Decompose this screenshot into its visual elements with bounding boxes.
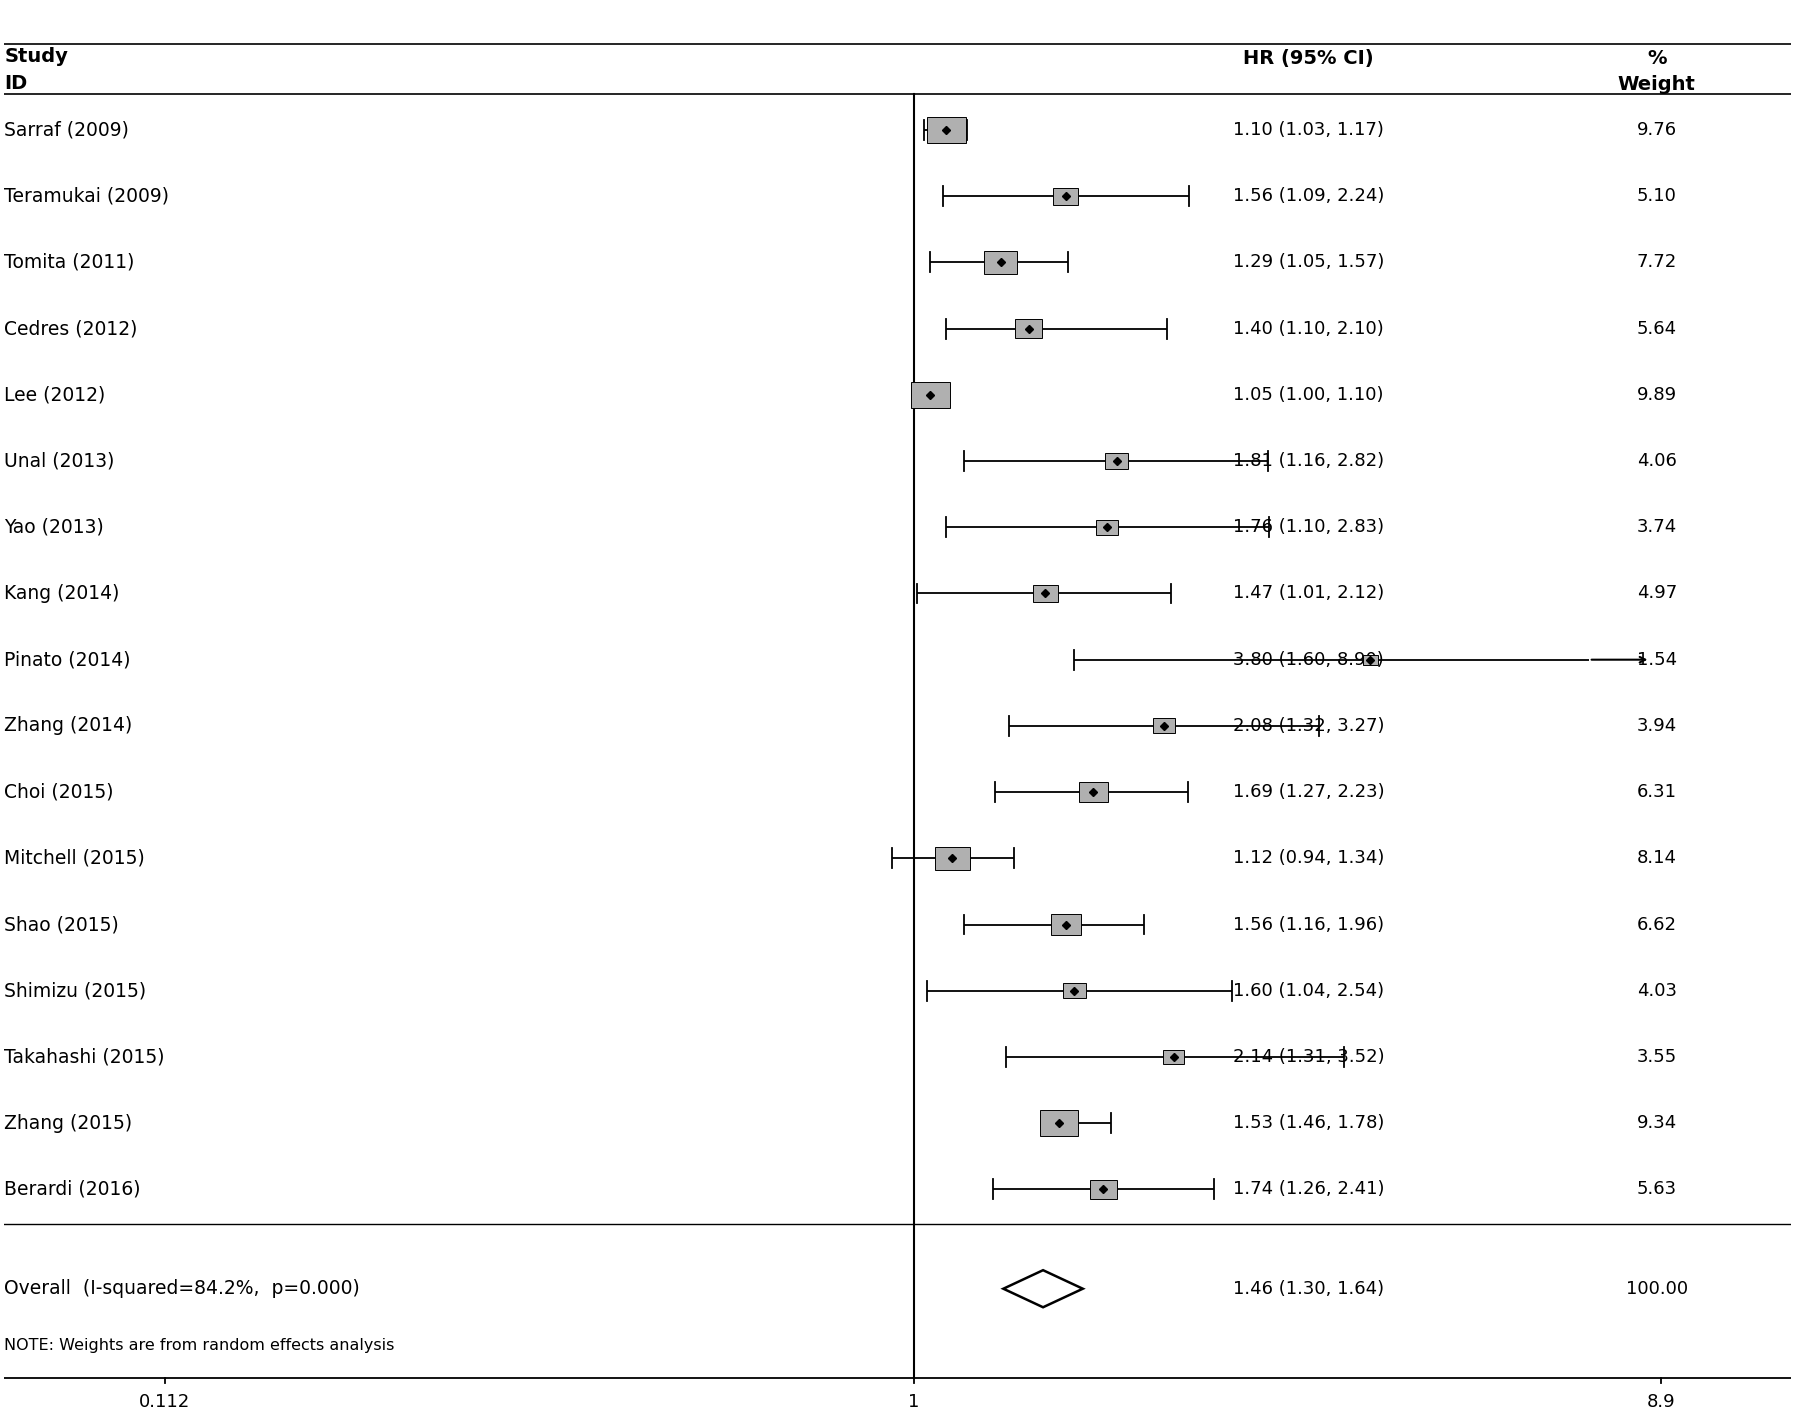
Text: 9.89: 9.89 <box>1637 385 1677 404</box>
Text: NOTE: Weights are from random effects analysis: NOTE: Weights are from random effects an… <box>4 1338 395 1352</box>
Text: 3.94: 3.94 <box>1637 716 1677 735</box>
Text: Cedres (2012): Cedres (2012) <box>4 319 138 338</box>
Text: %: % <box>1648 48 1666 68</box>
Text: Choi (2015): Choi (2015) <box>4 783 113 801</box>
Bar <box>1050 915 1081 935</box>
Text: 5.10: 5.10 <box>1637 187 1677 205</box>
Bar <box>1362 654 1379 666</box>
Text: 4.06: 4.06 <box>1637 452 1677 470</box>
Text: 1.10 (1.03, 1.17): 1.10 (1.03, 1.17) <box>1233 120 1384 139</box>
Text: Sarraf (2009): Sarraf (2009) <box>4 120 129 139</box>
Text: 1.29 (1.05, 1.57): 1.29 (1.05, 1.57) <box>1233 253 1384 272</box>
Text: Kang (2014): Kang (2014) <box>4 583 120 603</box>
Text: 9.34: 9.34 <box>1637 1114 1677 1133</box>
Text: 5.63: 5.63 <box>1637 1181 1677 1198</box>
Text: 1.76 (1.10, 2.83): 1.76 (1.10, 2.83) <box>1233 518 1384 537</box>
Text: 8.14: 8.14 <box>1637 850 1677 868</box>
Bar <box>1163 1049 1185 1063</box>
Text: 5.64: 5.64 <box>1637 320 1677 337</box>
Polygon shape <box>1003 1270 1082 1307</box>
Text: 1: 1 <box>908 1393 919 1410</box>
Text: 3.55: 3.55 <box>1637 1048 1677 1066</box>
Text: 1.56 (1.16, 1.96): 1.56 (1.16, 1.96) <box>1233 916 1384 933</box>
Text: 1.12 (0.94, 1.34): 1.12 (0.94, 1.34) <box>1233 850 1384 868</box>
Text: 1.56 (1.09, 2.24): 1.56 (1.09, 2.24) <box>1233 187 1384 205</box>
Text: 6.31: 6.31 <box>1637 783 1677 801</box>
Text: 4.03: 4.03 <box>1637 981 1677 1000</box>
Text: 1.40 (1.10, 2.10): 1.40 (1.10, 2.10) <box>1233 320 1384 337</box>
Text: Shimizu (2015): Shimizu (2015) <box>4 981 145 1000</box>
Text: 3.74: 3.74 <box>1637 518 1677 537</box>
Text: Overall  (I-squared=84.2%,  p=0.000): Overall (I-squared=84.2%, p=0.000) <box>4 1279 361 1298</box>
Text: 3.80 (1.60, 8.90): 3.80 (1.60, 8.90) <box>1233 651 1384 668</box>
Text: Zhang (2015): Zhang (2015) <box>4 1114 133 1133</box>
Bar <box>1016 320 1043 338</box>
Bar <box>1063 983 1086 998</box>
Text: Unal (2013): Unal (2013) <box>4 452 115 470</box>
Text: 2.14 (1.31, 3.52): 2.14 (1.31, 3.52) <box>1233 1048 1384 1066</box>
Text: Zhang (2014): Zhang (2014) <box>4 716 133 735</box>
Text: 1.69 (1.27, 2.23): 1.69 (1.27, 2.23) <box>1233 783 1384 801</box>
Text: 8.9: 8.9 <box>1648 1393 1675 1410</box>
Text: 9.76: 9.76 <box>1637 120 1677 139</box>
Bar <box>910 381 950 408</box>
Text: 1.05 (1.00, 1.10): 1.05 (1.00, 1.10) <box>1233 385 1384 404</box>
Text: Shao (2015): Shao (2015) <box>4 915 118 935</box>
Bar <box>926 118 966 143</box>
Bar <box>1152 718 1176 733</box>
Bar <box>1097 520 1118 534</box>
Text: Takahashi (2015): Takahashi (2015) <box>4 1048 165 1066</box>
Text: Berardi (2016): Berardi (2016) <box>4 1180 140 1199</box>
Text: 1.54: 1.54 <box>1637 651 1677 668</box>
Text: HR (95% CI): HR (95% CI) <box>1244 48 1373 68</box>
Text: 100.00: 100.00 <box>1626 1280 1687 1297</box>
Bar <box>1054 187 1079 205</box>
Bar <box>1079 783 1108 801</box>
Text: 2.08 (1.32, 3.27): 2.08 (1.32, 3.27) <box>1233 716 1384 735</box>
Text: Study: Study <box>4 47 68 67</box>
Text: Mitchell (2015): Mitchell (2015) <box>4 848 145 868</box>
Text: Pinato (2014): Pinato (2014) <box>4 650 131 670</box>
Bar <box>1090 1181 1116 1198</box>
Bar <box>935 847 969 869</box>
Text: Lee (2012): Lee (2012) <box>4 385 106 405</box>
Bar <box>1032 585 1057 602</box>
Text: 1.74 (1.26, 2.41): 1.74 (1.26, 2.41) <box>1233 1181 1384 1198</box>
Text: 1.81 (1.16, 2.82): 1.81 (1.16, 2.82) <box>1233 452 1384 470</box>
Bar <box>984 251 1018 273</box>
Text: 6.62: 6.62 <box>1637 916 1677 933</box>
Text: Teramukai (2009): Teramukai (2009) <box>4 187 169 205</box>
Text: Weight: Weight <box>1617 75 1696 93</box>
Bar <box>1106 453 1127 469</box>
Bar <box>1041 1110 1079 1136</box>
Text: 1.46 (1.30, 1.64): 1.46 (1.30, 1.64) <box>1233 1280 1384 1297</box>
Text: 1.53 (1.46, 1.78): 1.53 (1.46, 1.78) <box>1233 1114 1384 1133</box>
Text: 7.72: 7.72 <box>1637 253 1677 272</box>
Text: 0.112: 0.112 <box>140 1393 190 1410</box>
Text: 1.47 (1.01, 2.12): 1.47 (1.01, 2.12) <box>1233 585 1384 602</box>
Text: ID: ID <box>4 74 27 92</box>
Text: Tomita (2011): Tomita (2011) <box>4 253 135 272</box>
Text: 4.97: 4.97 <box>1637 585 1677 602</box>
Text: Yao (2013): Yao (2013) <box>4 518 104 537</box>
Text: 1.60 (1.04, 2.54): 1.60 (1.04, 2.54) <box>1233 981 1384 1000</box>
